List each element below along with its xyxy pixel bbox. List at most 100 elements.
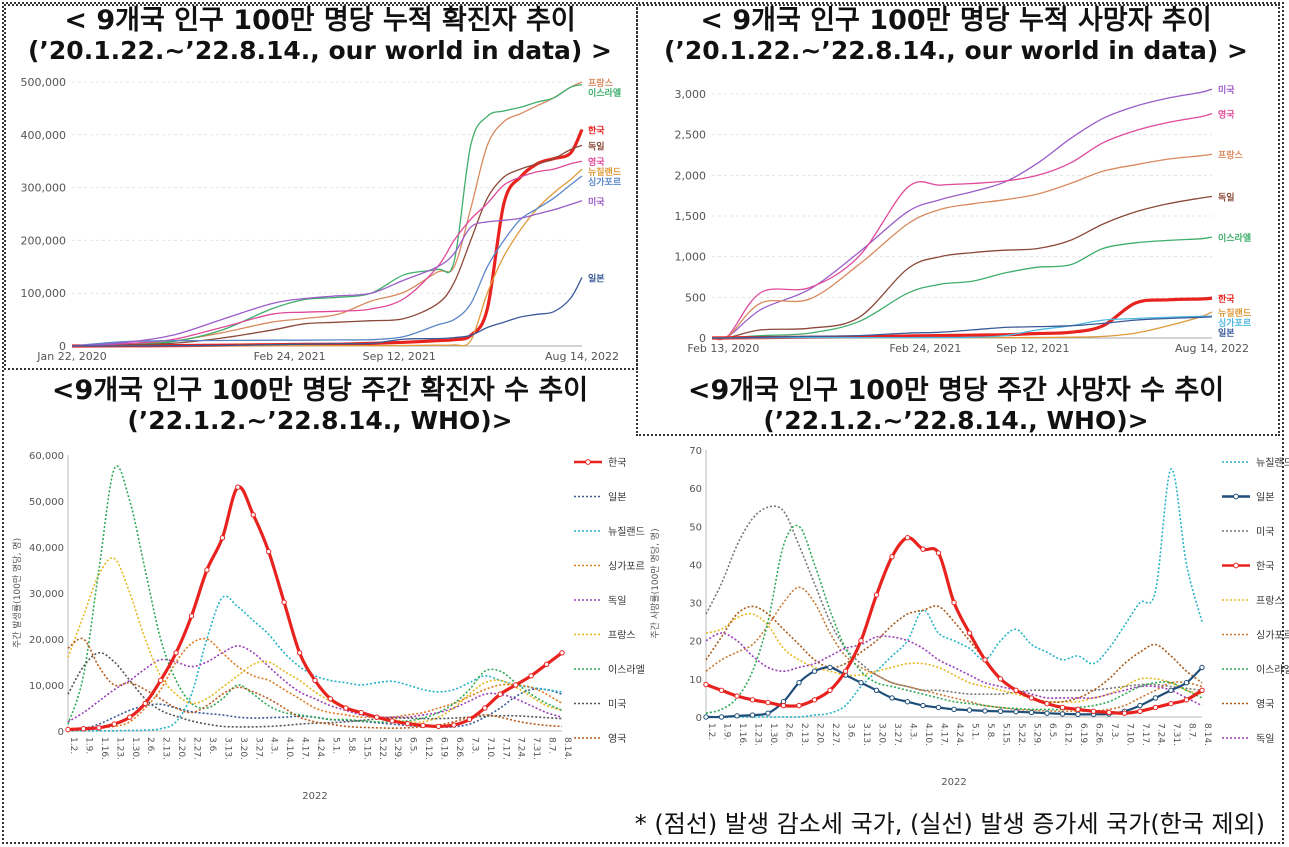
legend-marker	[1233, 562, 1239, 569]
data-point	[889, 695, 895, 701]
data-point	[497, 691, 503, 697]
y-tick-label: 30,000	[29, 589, 64, 600]
data-point	[718, 687, 725, 694]
data-point	[157, 677, 164, 684]
x-tick-label: 6.12.	[423, 737, 433, 760]
chart-title: < 9개국 인구 100만 명당 누적 확진자 추이	[64, 5, 576, 36]
series-line	[71, 277, 583, 347]
x-tick-label: 8.7.	[1187, 723, 1197, 740]
data-point	[404, 720, 411, 727]
data-point	[1137, 702, 1143, 709]
y-tick-label: 500,000	[21, 76, 67, 89]
series-end-label: 싱가포르	[588, 176, 622, 188]
x-tick-label: 5.22.	[377, 737, 387, 760]
data-point	[827, 687, 833, 694]
series-line	[711, 195, 1213, 339]
weekly-deaths-chart: 0 10 20 30 40 50 60 70 1.2. 1.9. 1.16. 1.23. 1.30. 2.…	[650, 446, 1289, 788]
x-tick-label: Aug 14, 2022	[1175, 342, 1249, 355]
series-end-label: 싱가포르	[1218, 317, 1252, 329]
x-axis-label: 2022	[302, 791, 327, 802]
legend-label: 미국	[608, 699, 626, 711]
y-tick-label: 500	[685, 291, 706, 304]
y-tick-label: 200,000	[21, 234, 67, 247]
x-tick-label: 5.29.	[392, 737, 402, 760]
x-tick-label: 7.31.	[1171, 723, 1181, 746]
chart-title-cumulative-deaths: < 9개국 인구 100만 명당 누적 사망자 추이 (’20.1.22.~’2…	[646, 6, 1266, 66]
legend-label: 프랑스	[1256, 595, 1284, 607]
x-tick-label: 8.7.	[547, 737, 557, 754]
x-tick-label: 1.23.	[114, 737, 124, 760]
legend-marker	[585, 459, 591, 465]
x-tick-label: 4.24.	[315, 737, 325, 760]
series-end-label: 뉴질랜드	[588, 166, 622, 178]
series-end-label: 한국	[588, 125, 605, 137]
y-tick-label: 60	[689, 484, 702, 495]
chart-title-cumulative-cases: < 9개국 인구 100만 명당 누적 확진자 추이 (’20.1.22.~’2…	[10, 6, 630, 66]
legend-label: 프랑스	[608, 630, 636, 642]
x-tick-label: 2.27.	[192, 737, 202, 760]
series-line	[705, 632, 1203, 707]
series-end-label: 일본	[1218, 327, 1235, 339]
data-point	[1059, 711, 1066, 717]
x-tick-label: 4.3.	[269, 737, 279, 754]
data-point	[889, 554, 895, 560]
data-point	[1183, 697, 1190, 703]
y-tick-label: 70	[689, 446, 702, 457]
data-point	[873, 687, 880, 694]
series-line	[71, 200, 583, 347]
x-tick-label: 3.13.	[861, 723, 871, 746]
data-point	[765, 699, 771, 706]
data-point	[842, 668, 849, 674]
x-tick-label: 1.30.	[130, 737, 140, 760]
data-point	[1013, 708, 1019, 715]
x-tick-label: 3.20.	[238, 737, 248, 760]
data-point	[1044, 710, 1050, 716]
series-end-label: 미국	[1218, 84, 1235, 96]
x-tick-label: 7.3.	[469, 737, 479, 754]
data-point	[920, 702, 926, 709]
x-tick-label: 2.20.	[815, 723, 825, 746]
series-line	[711, 153, 1213, 341]
data-point	[219, 535, 226, 541]
data-point	[780, 702, 787, 709]
series-line	[71, 81, 583, 347]
y-tick-label: 50,000	[29, 497, 64, 508]
legend-label: 한국	[1256, 561, 1274, 573]
series-end-label: 일본	[588, 272, 605, 284]
data-point	[1183, 679, 1190, 686]
footnote: * (점선) 발생 감소세 국가, (실선) 발생 증가세 국가(한국 제외)	[634, 810, 1265, 838]
x-tick-label: Feb 24, 2021	[889, 342, 961, 355]
cumulative-deaths-chart: 0 500 1,000 1,500 2,000 2,500 3,000 Feb 13, 202…	[675, 84, 1252, 355]
data-point	[80, 726, 87, 732]
x-tick-label: Jan 22, 2020	[36, 350, 106, 363]
series-end-label: 뉴질랜드	[1218, 307, 1252, 319]
data-point	[1028, 709, 1035, 716]
chart-title-weekly-cases: <9개국 인구 100만 명당 주간 확진자 수 추이 (’22.1.2.~’2…	[10, 376, 630, 436]
x-tick-label: 7.24.	[1156, 723, 1166, 746]
weekly-cases-chart: 0 10,000 20,000 30,000 40,000 50,000 60,000 1.2…	[12, 451, 645, 802]
x-tick-label: 4.3.	[908, 723, 918, 740]
series-line	[705, 505, 1203, 696]
data-point	[966, 630, 973, 636]
data-point	[1199, 687, 1205, 694]
y-tick-label: 0	[699, 332, 706, 345]
chart-title: <9개국 인구 100만 명당 주간 확진자 수 추이	[51, 375, 589, 406]
x-tick-label: 3.27.	[253, 737, 263, 760]
x-tick-label: 6.26.	[1094, 723, 1104, 746]
x-tick-label: 4.24.	[954, 723, 964, 746]
data-point	[1106, 709, 1112, 716]
data-point	[281, 599, 287, 605]
x-tick-label: 1.30.	[768, 723, 778, 746]
data-point	[528, 673, 534, 679]
data-point	[827, 664, 833, 671]
series-line	[705, 605, 1203, 704]
series-end-label: 프랑스	[1218, 149, 1244, 161]
chart-subtitle: (’20.1.22.~’22.8.14., our world in data)…	[27, 36, 612, 65]
data-point	[904, 699, 911, 705]
data-point	[265, 548, 272, 555]
data-point	[96, 725, 102, 731]
series-line	[705, 524, 1203, 714]
x-tick-label: 1.16.	[99, 737, 109, 760]
series-line	[67, 651, 563, 728]
